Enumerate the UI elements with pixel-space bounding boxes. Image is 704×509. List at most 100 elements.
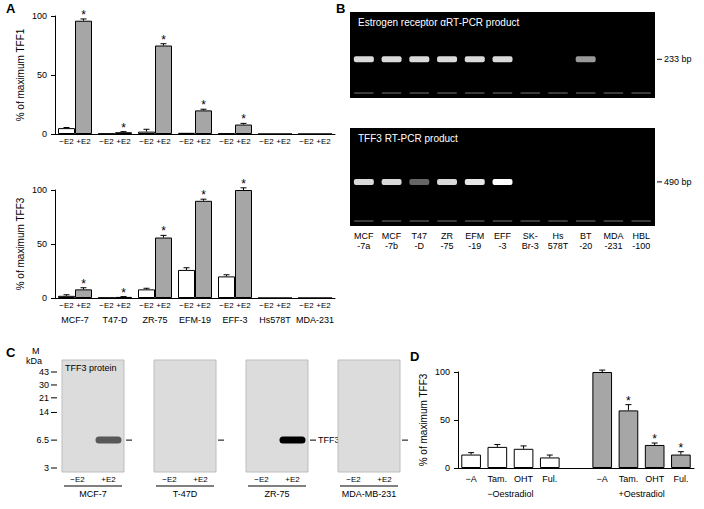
svg-text:50: 50	[37, 70, 47, 80]
svg-text:D: D	[410, 349, 419, 364]
svg-text:-231: -231	[604, 241, 622, 251]
svg-text:TFF3: TFF3	[318, 435, 340, 445]
svg-text:M: M	[32, 346, 40, 356]
svg-text:-100: -100	[632, 241, 650, 251]
svg-text:−E2: −E2	[162, 475, 177, 484]
svg-text:−E2: −E2	[346, 475, 361, 484]
svg-text:+E2: +E2	[196, 137, 211, 146]
svg-text:*: *	[201, 98, 206, 112]
svg-text:0: 0	[42, 129, 47, 139]
svg-text:14: 14	[39, 407, 49, 417]
svg-text:0: 0	[42, 293, 47, 303]
svg-text:−E2: −E2	[99, 301, 114, 310]
svg-text:−Oestradiol: −Oestradiol	[487, 489, 533, 499]
svg-text:B: B	[336, 1, 345, 16]
svg-text:−E2: −E2	[259, 301, 274, 310]
svg-text:*: *	[679, 441, 684, 455]
svg-text:+E2: +E2	[116, 301, 131, 310]
svg-text:−E2: −E2	[219, 301, 234, 310]
svg-text:*: *	[241, 112, 246, 126]
svg-text:-D: -D	[415, 241, 425, 251]
svg-text:−E2: −E2	[139, 301, 154, 310]
svg-text:Estrogen receptor αRT-PCR prod: Estrogen receptor αRT-PCR product	[358, 17, 519, 28]
svg-text:EFM-19: EFM-19	[179, 315, 211, 325]
svg-text:EFF-3: EFF-3	[222, 315, 247, 325]
svg-text:50: 50	[440, 415, 450, 425]
svg-text:MDA-231: MDA-231	[296, 315, 334, 325]
svg-text:*: *	[81, 8, 86, 22]
svg-text:-3: -3	[498, 241, 506, 251]
svg-text:−E2: −E2	[179, 137, 194, 146]
svg-text:+E2: +E2	[285, 475, 300, 484]
svg-text:Tam.: Tam.	[488, 474, 508, 484]
svg-text:ZR: ZR	[441, 231, 453, 241]
svg-text:TFF3 RT-PCR product: TFF3 RT-PCR product	[358, 133, 458, 144]
svg-text:−E2: −E2	[219, 137, 234, 146]
svg-text:+E2: +E2	[76, 137, 91, 146]
svg-text:50: 50	[37, 239, 47, 249]
svg-text:−E2: −E2	[99, 137, 114, 146]
svg-text:*: *	[201, 188, 206, 202]
svg-text:T47: T47	[412, 231, 428, 241]
svg-text:kDa: kDa	[26, 356, 42, 366]
svg-text:C: C	[6, 345, 16, 360]
svg-text:*: *	[121, 286, 126, 300]
svg-text:*: *	[121, 121, 126, 135]
svg-text:578T: 578T	[548, 241, 569, 251]
svg-text:BT: BT	[580, 231, 592, 241]
svg-text:*: *	[241, 177, 246, 191]
svg-text:−A: −A	[597, 474, 608, 484]
svg-text:0: 0	[445, 463, 450, 473]
svg-text:T-47D: T-47D	[173, 489, 198, 499]
svg-text:*: *	[626, 394, 631, 408]
svg-text:Hs578T: Hs578T	[259, 315, 291, 325]
svg-text:OHT: OHT	[645, 474, 665, 484]
svg-text:−E2: −E2	[299, 301, 314, 310]
svg-text:% of maximum TFF3: % of maximum TFF3	[418, 373, 429, 466]
svg-text:100: 100	[32, 11, 47, 21]
svg-text:MCF: MCF	[382, 231, 402, 241]
svg-text:+E2: +E2	[193, 475, 208, 484]
svg-text:+E2: +E2	[236, 137, 251, 146]
svg-text:−E2: −E2	[70, 475, 85, 484]
svg-text:Ful.: Ful.	[673, 474, 688, 484]
svg-text:233 bp: 233 bp	[664, 54, 692, 64]
svg-text:MCF-7: MCF-7	[79, 489, 107, 499]
svg-text:+E2: +E2	[276, 137, 291, 146]
svg-text:−A: −A	[465, 474, 476, 484]
svg-text:SK-: SK-	[523, 231, 538, 241]
svg-text:−E2: −E2	[254, 475, 269, 484]
svg-text:+E2: +E2	[316, 137, 331, 146]
svg-text:−E2: −E2	[59, 137, 74, 146]
svg-text:MDA: MDA	[603, 231, 623, 241]
svg-text:+E2: +E2	[276, 301, 291, 310]
svg-text:+E2: +E2	[156, 137, 171, 146]
svg-text:-20: -20	[579, 241, 592, 251]
svg-text:490 bp: 490 bp	[664, 177, 692, 187]
svg-text:-19: -19	[468, 241, 481, 251]
svg-text:MCF-7: MCF-7	[61, 315, 89, 325]
svg-text:HBL: HBL	[632, 231, 650, 241]
svg-text:+E2: +E2	[101, 475, 116, 484]
svg-text:−E2: −E2	[59, 301, 74, 310]
svg-text:6.5: 6.5	[36, 435, 49, 445]
svg-text:ZR-75: ZR-75	[142, 315, 167, 325]
svg-text:Hs: Hs	[552, 231, 563, 241]
svg-text:% of maximum TFF3: % of maximum TFF3	[15, 197, 26, 290]
svg-text:−E2: −E2	[259, 137, 274, 146]
svg-text:+E2: +E2	[236, 301, 251, 310]
svg-text:−E2: −E2	[299, 137, 314, 146]
svg-text:21: 21	[39, 393, 49, 403]
svg-text:T47-D: T47-D	[102, 315, 128, 325]
svg-text:-7b: -7b	[385, 241, 398, 251]
svg-text:ZR-75: ZR-75	[264, 489, 289, 499]
svg-text:% of maximum TFF1: % of maximum TFF1	[15, 28, 26, 121]
svg-text:+Oestradiol: +Oestradiol	[618, 489, 664, 499]
svg-text:−E2: −E2	[139, 137, 154, 146]
svg-text:−E2: −E2	[179, 301, 194, 310]
svg-text:30: 30	[39, 380, 49, 390]
svg-text:MDA-MB-231: MDA-MB-231	[342, 489, 397, 499]
svg-text:+E2: +E2	[156, 301, 171, 310]
svg-text:100: 100	[435, 367, 450, 377]
svg-text:*: *	[161, 224, 166, 238]
